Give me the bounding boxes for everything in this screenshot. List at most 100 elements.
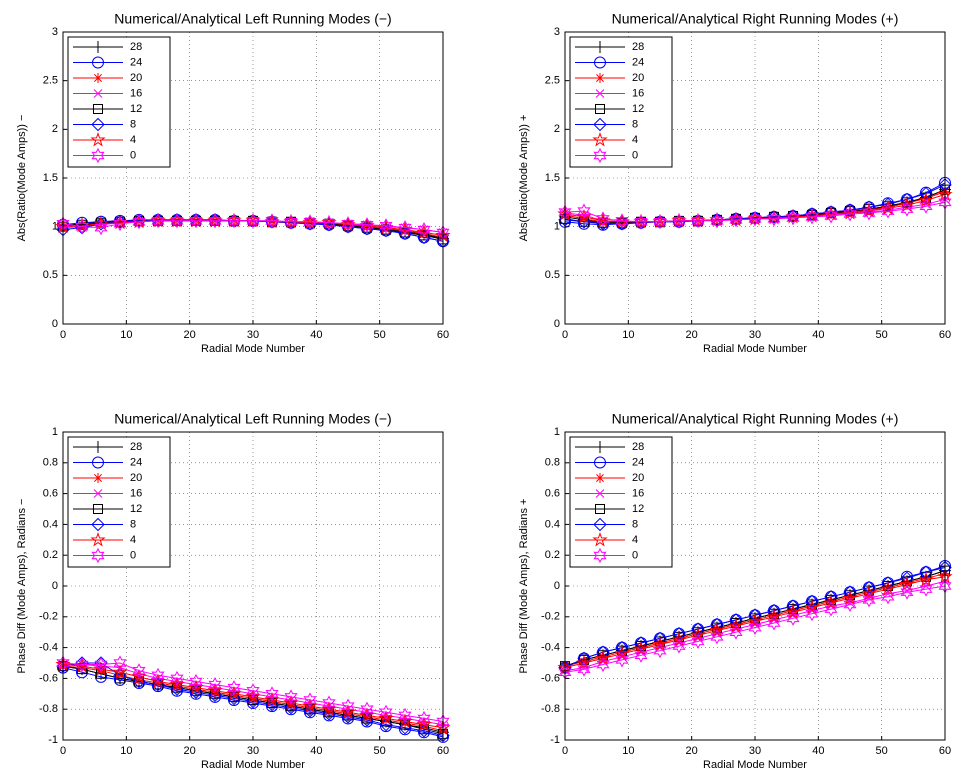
- data-point: [172, 681, 182, 692]
- data-point: [728, 618, 744, 633]
- data-point: [283, 695, 299, 710]
- data-point: [824, 208, 838, 224]
- y-tick-label: -1: [48, 734, 58, 746]
- legend-label: 0: [632, 149, 638, 161]
- subplot: 0 10 20 30 40 50 6000.511.522.53Numerical/Anal…: [16, 11, 451, 355]
- axes-frame: [62, 431, 444, 741]
- legend-label: 12: [632, 503, 644, 515]
- data-point: [305, 702, 315, 713]
- data-point: [880, 581, 896, 596]
- data-point: [598, 651, 608, 662]
- data-point: [595, 212, 611, 228]
- data-point: [710, 629, 724, 645]
- data-point: [416, 716, 432, 732]
- series-line: [564, 201, 946, 223]
- data-point: [303, 214, 317, 230]
- data-point: [785, 604, 801, 619]
- y-tick-label: 1: [52, 221, 58, 233]
- data-point: [767, 211, 781, 227]
- data-point: [265, 213, 279, 229]
- data-point: [341, 216, 355, 232]
- data-point: [340, 704, 356, 719]
- data-point: [919, 565, 933, 579]
- legend: 28 24 20 16 12 8 4 0: [67, 436, 171, 568]
- legend-label: 16: [632, 87, 644, 99]
- data-point: [169, 676, 185, 692]
- legend-label: 24: [130, 456, 142, 468]
- y-tick-label: 0.4: [545, 518, 560, 530]
- y-tick-label: 3: [52, 26, 58, 38]
- data-point: [93, 215, 109, 231]
- data-point: [246, 683, 260, 699]
- legend-marker: [91, 117, 105, 132]
- x-tick-label: 20: [686, 745, 698, 757]
- y-tick-label: 0: [554, 580, 560, 592]
- data-point: [769, 610, 779, 621]
- legend-marker: [593, 56, 607, 69]
- data-point: [397, 713, 413, 729]
- data-point: [303, 692, 317, 708]
- data-point: [94, 220, 108, 236]
- x-tick-label: 20: [184, 329, 196, 341]
- subplot: 0 10 20 30 40 50 6000.511.522.53Numerical/Anal…: [518, 11, 953, 355]
- legend-marker: [595, 489, 605, 498]
- data-point: [747, 613, 763, 628]
- data-point: [438, 728, 448, 739]
- data-point: [767, 210, 781, 224]
- legend-marker: [91, 56, 105, 69]
- data-point: [75, 656, 89, 673]
- y-tick-label: -0.2: [541, 611, 560, 623]
- legend-marker: [90, 131, 106, 147]
- legend-label: 8: [632, 518, 638, 530]
- data-point: [845, 207, 855, 218]
- subplot: 0 10 20 30 40 50 60-1-0.8-0.6-0.4-0.200.20.40.…: [16, 411, 451, 771]
- legend-marker: [91, 147, 105, 164]
- axes-frame: [564, 431, 946, 741]
- data-point: [824, 601, 838, 617]
- data-point: [577, 661, 591, 677]
- data-point: [360, 713, 374, 727]
- y-tick-label: 2: [554, 123, 560, 135]
- data-point: [614, 645, 630, 661]
- data-point: [381, 223, 391, 234]
- legend-marker: [592, 531, 608, 547]
- data-point: [731, 619, 741, 630]
- data-point: [381, 714, 391, 725]
- legend-label: 20: [632, 472, 644, 484]
- y-tick-label: 0: [52, 580, 58, 592]
- data-point: [322, 707, 336, 721]
- data-point: [710, 213, 724, 229]
- data-point: [302, 698, 318, 713]
- data-point: [131, 668, 147, 684]
- y-tick-label: 0.2: [43, 549, 58, 561]
- x-tick-label: 60: [437, 329, 449, 341]
- data-point: [652, 636, 668, 652]
- data-point: [246, 213, 260, 229]
- y-tick-label: 1: [554, 221, 560, 233]
- data-point: [845, 591, 855, 602]
- data-point: [653, 214, 667, 230]
- data-point: [634, 647, 648, 663]
- legend-marker: [91, 547, 105, 564]
- x-tick-label: 50: [374, 329, 386, 341]
- data-point: [267, 696, 277, 707]
- data-point: [398, 707, 412, 723]
- series-line: [62, 662, 444, 722]
- data-point: [804, 599, 820, 615]
- data-point: [823, 594, 839, 610]
- data-point: [246, 694, 260, 709]
- data-point: [636, 642, 646, 653]
- data-point: [150, 673, 166, 688]
- x-axis-label: Radial Mode Number: [201, 759, 305, 771]
- data-point: [151, 667, 165, 683]
- data-point: [229, 690, 239, 701]
- data-point: [170, 213, 184, 229]
- data-point: [227, 680, 241, 696]
- x-tick-label: 40: [812, 329, 824, 341]
- data-point: [94, 656, 108, 673]
- legend-marker: [93, 89, 103, 98]
- data-point: [598, 216, 608, 227]
- data-point: [579, 213, 589, 224]
- x-tick-label: 60: [437, 745, 449, 757]
